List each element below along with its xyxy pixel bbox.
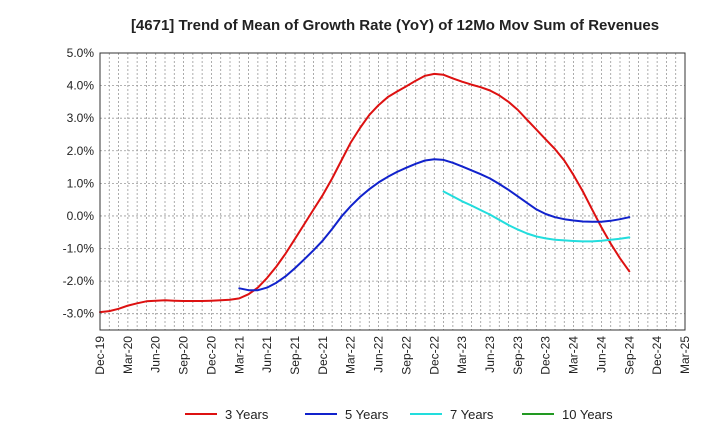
x-tick-label: Sep-22 [399,336,413,375]
x-tick-label: Sep-23 [511,336,525,375]
x-tick-label: Dec-23 [539,336,553,375]
series-line-3-years [99,72,631,314]
x-tick-label: Mar-25 [678,336,692,374]
x-tick-label: Sep-24 [622,336,636,375]
x-tick-label: Mar-20 [121,336,135,374]
y-tick-label: -3.0% [63,307,95,321]
y-tick-label: -1.0% [63,242,95,256]
plot-frame [99,52,686,331]
x-tick-label: Jun-23 [483,336,497,373]
legend-label-3-years: 3 Years [225,407,269,422]
y-tick-label: 4.0% [67,79,95,93]
series-line-5-years [238,158,631,292]
x-tick-label: Mar-24 [567,336,581,374]
legend-label-10-years: 10 Years [562,407,613,422]
x-tick-label: Dec-22 [427,336,441,375]
x-tick-label: Dec-19 [93,336,107,375]
x-tick-label: Dec-20 [204,336,218,375]
x-tick-label: Sep-21 [288,336,302,375]
y-tick-label: 3.0% [67,111,95,125]
x-tick-label: Sep-20 [177,336,191,375]
y-axis: 5.0% 4.0% 3.0% 2.0% 1.0% 0.0% -1.0% -2.0% -3.0% [63,46,95,321]
series-line-7-years [442,190,631,243]
x-tick-label: Jun-24 [594,336,608,373]
legend-label-5-years: 5 Years [345,407,389,422]
y-tick-label: 0.0% [67,209,95,223]
series-lines [99,72,631,314]
y-tick-label: -2.0% [63,274,95,288]
x-tick-label: Jun-22 [372,336,386,373]
y-tick-label: 5.0% [67,46,95,60]
x-tick-label: Dec-21 [316,336,330,375]
x-tick-label: Jun-20 [149,336,163,373]
x-tick-label: Mar-21 [232,336,246,374]
legend: 3 Years 5 Years 7 Years 10 Years [185,407,613,422]
grid [99,52,686,330]
x-tick-label: Jun-21 [260,336,274,373]
x-tick-label: Dec-24 [650,336,664,375]
x-tick-label: Mar-22 [344,336,358,374]
chart-title: [4671] Trend of Mean of Growth Rate (YoY… [131,17,659,34]
legend-label-7-years: 7 Years [450,407,494,422]
y-tick-label: 1.0% [67,176,95,190]
x-axis: Dec-19 Mar-20 Jun-20 Sep-20 Dec-20 Mar-21 Jun-… [93,336,692,375]
y-tick-label: 2.0% [67,144,95,158]
x-tick-label: Mar-23 [455,336,469,374]
